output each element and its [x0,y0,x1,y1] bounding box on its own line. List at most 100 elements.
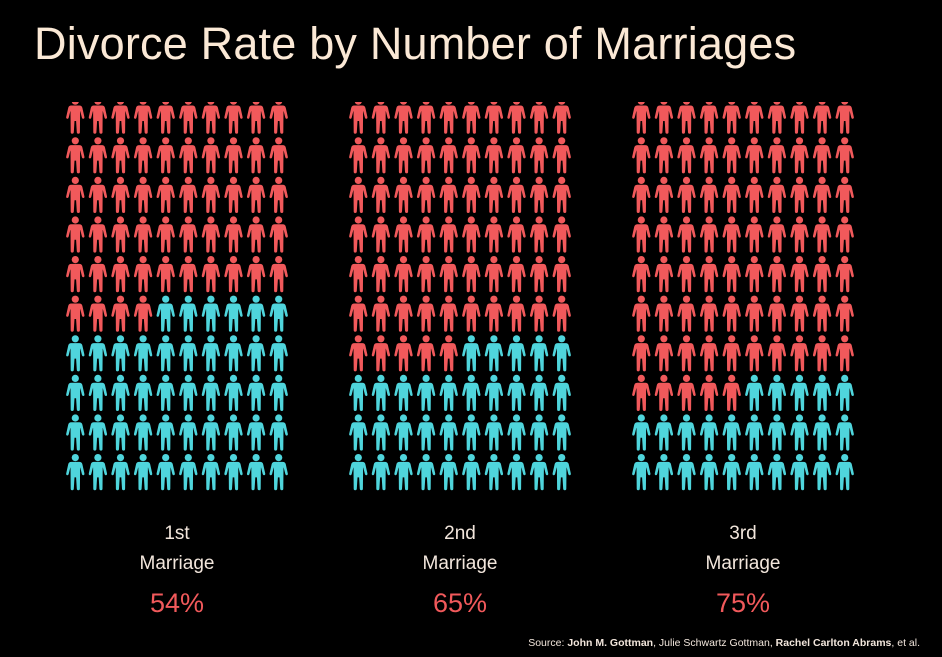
person-icon-not-divorced [201,335,221,372]
panel-label-word: Marriage [422,553,498,574]
person-icon-not-divorced [371,374,391,411]
person-icon-divorced [790,137,809,174]
person-icon-not-divorced [416,454,436,491]
person-icon-not-divorced [529,454,549,491]
person-icon-not-divorced [722,414,741,451]
person-icon-divorced [790,335,809,372]
person-icon-not-divorced [88,454,108,491]
person-icon-divorced [179,176,198,213]
person-icon-not-divorced [835,454,854,491]
person-icon-divorced [529,176,549,213]
person-icon-not-divorced [745,454,764,491]
person-icon-divorced [552,295,571,332]
chart-title: Divorce Rate by Number of Marriages [34,18,797,69]
source-suffix: , et al. [891,637,920,649]
person-icon-not-divorced [156,414,175,451]
person-icon-divorced [790,216,809,253]
person-icon-divorced [722,102,741,134]
person-icon-divorced [201,216,221,253]
person-icon-not-divorced [462,414,481,451]
person-icon-not-divorced [767,374,787,411]
person-icon-divorced [812,102,832,134]
person-icon-divorced [699,102,719,134]
person-icon-not-divorced [88,335,108,372]
person-icon-not-divorced [66,374,85,411]
person-icon-divorced [835,216,854,253]
person-icon-divorced [654,137,674,174]
panel-3rd-marriage: 3rd Marriage 75% [630,102,856,618]
panel-label-ordinal: 3rd [729,523,757,544]
person-icon-not-divorced [484,414,504,451]
person-icon-divorced [439,335,458,372]
person-icon-divorced [654,216,674,253]
person-icon-divorced [507,102,526,134]
person-icon-divorced [835,256,854,293]
person-icon-divorced [745,216,764,253]
person-icon-not-divorced [201,295,221,332]
person-icon-not-divorced [371,414,391,451]
person-icon-not-divorced [790,414,809,451]
person-icon-divorced [66,102,85,134]
person-icon-divorced [371,176,391,213]
person-icon-divorced [835,102,854,134]
person-icon-divorced [224,137,243,174]
person-icon-divorced [394,335,413,372]
person-icon-not-divorced [246,335,266,372]
person-icon-divorced [133,216,153,253]
person-icon-divorced [349,102,368,134]
person-icon-not-divorced [224,295,243,332]
person-icon-not-divorced [133,374,153,411]
person-icon-not-divorced [179,374,198,411]
panel-percentage: 65% [432,588,488,618]
person-icon-not-divorced [224,454,243,491]
person-icon-divorced [484,216,504,253]
person-icon-divorced [722,295,741,332]
person-icon-divorced [632,137,651,174]
person-icon-divorced [722,335,741,372]
person-icon-divorced [269,216,288,253]
panel-label-ordinal: 2nd [444,523,476,544]
pictogram-svg [349,102,571,491]
person-icon-divorced [416,102,436,134]
person-icon-divorced [699,137,719,174]
person-icon-divorced [349,256,368,293]
person-icon-divorced [677,216,696,253]
person-icon-divorced [552,256,571,293]
person-icon-divorced [722,216,741,253]
person-icon-divorced [745,256,764,293]
person-icon-divorced [269,137,288,174]
person-icon-divorced [394,216,413,253]
person-icon-divorced [246,137,266,174]
person-icon-divorced [371,335,391,372]
person-icon-divorced [269,102,288,134]
person-icon-not-divorced [484,335,504,372]
person-icon-not-divorced [269,414,288,451]
person-icon-divorced [179,137,198,174]
person-icon-not-divorced [835,374,854,411]
person-icon-divorced [156,176,175,213]
panel-2nd-marriage: 2nd Marriage 65% [347,102,573,618]
person-icon-not-divorced [269,374,288,411]
person-icon-divorced [790,256,809,293]
person-icon-divorced [767,137,787,174]
person-icon-not-divorced [246,454,266,491]
person-icon-divorced [246,256,266,293]
person-icon-not-divorced [632,454,651,491]
person-icon-not-divorced [529,374,549,411]
person-icon-not-divorced [66,414,85,451]
person-icon-not-divorced [66,454,85,491]
person-icon-not-divorced [156,335,175,372]
person-icon-divorced [654,374,674,411]
source-author-2: Julie Schwartz Gottman [658,637,770,649]
panel-percentage: 75% [715,588,771,618]
person-icon-divorced [462,216,481,253]
person-icon-divorced [66,137,85,174]
person-icon-divorced [677,374,696,411]
person-icon-divorced [349,216,368,253]
person-icon-divorced [416,176,436,213]
person-icon-not-divorced [699,414,719,451]
person-icon-not-divorced [201,454,221,491]
person-icon-not-divorced [371,454,391,491]
person-icon-divorced [654,335,674,372]
person-icon-divorced [654,295,674,332]
